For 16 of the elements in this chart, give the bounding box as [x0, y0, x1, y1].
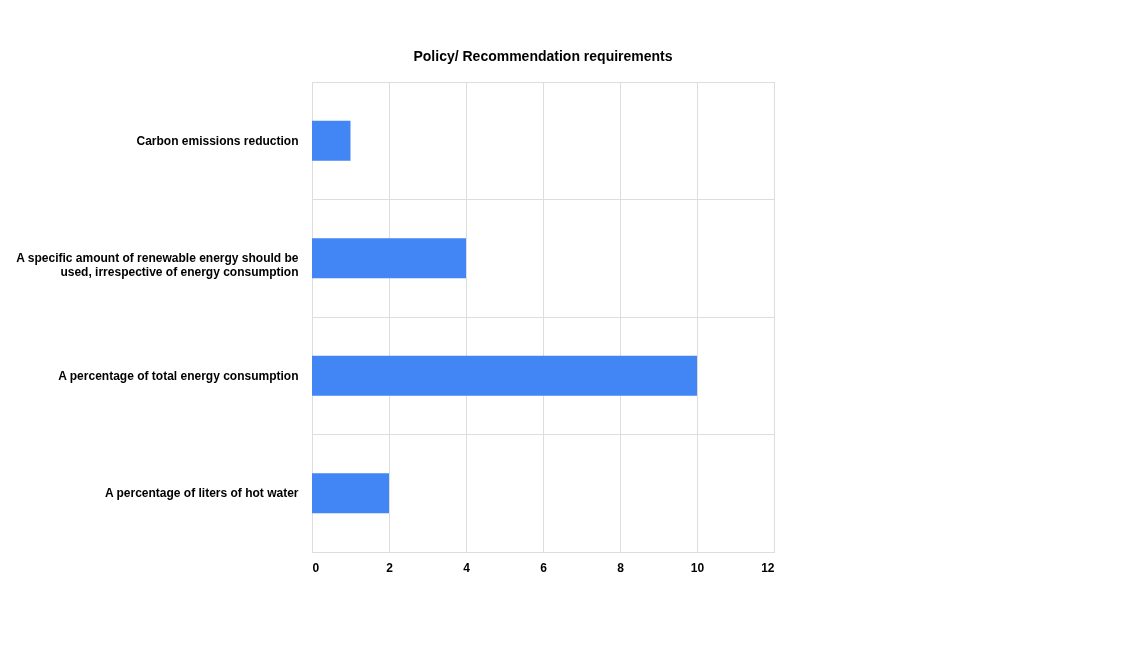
bar — [312, 473, 389, 514]
x-tick-label: 8 — [617, 560, 625, 575]
x-tick-label: 2 — [386, 560, 394, 575]
y-tick-label: A specific amount of renewable energy should be used, irrespective of energy consumption — [16, 251, 299, 280]
x-tick-label: 12 — [761, 560, 775, 575]
bar — [312, 120, 351, 161]
y-tick-label: Carbon emissions reduction — [136, 133, 299, 148]
x-tick-label: 0 — [312, 560, 320, 575]
bar — [312, 238, 466, 279]
x-tick-label: 6 — [540, 560, 548, 575]
chart-title: Policy/ Recommendation requirements — [413, 48, 673, 64]
y-tick-label: A percentage of liters of hot water — [104, 486, 299, 501]
y-tick-label: A percentage of total energy consumption — [58, 368, 299, 383]
x-tick-label: 10 — [690, 560, 705, 575]
bar — [312, 355, 697, 396]
x-tick-label: 4 — [463, 560, 471, 575]
